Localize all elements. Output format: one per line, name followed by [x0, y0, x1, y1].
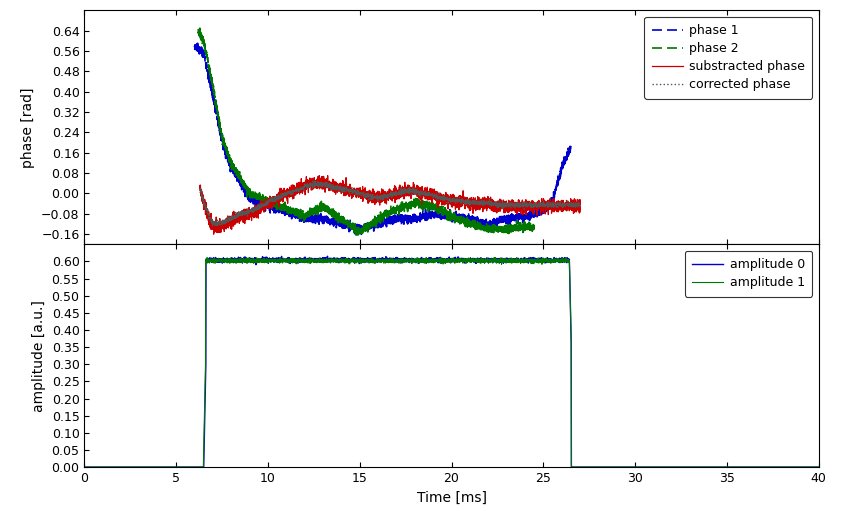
amplitude 0 [345, 258, 355, 265]
amplitude 1 [663, 464, 674, 470]
X-axis label: Time [ms]: Time [ms] [417, 490, 486, 504]
Legend: phase 1, phase 2, substracted phase, corrected phase: phase 1, phase 2, substracted phase, cor… [644, 17, 813, 99]
phase 1 [546, 200, 556, 206]
amplitude 0 [624, 464, 634, 470]
amplitude 1 [546, 257, 556, 264]
phase 1 [345, 227, 355, 234]
amplitude 1 [814, 464, 824, 470]
Y-axis label: phase [rad]: phase [rad] [21, 87, 35, 168]
Line: substracted phase: substracted phase [200, 175, 580, 234]
amplitude 0 [79, 464, 89, 470]
Line: phase 2: phase 2 [198, 28, 534, 235]
Y-axis label: amplitude [a.u.]: amplitude [a.u.] [32, 300, 46, 412]
Legend: amplitude 0, amplitude 1: amplitude 0, amplitude 1 [684, 251, 813, 296]
substracted phase [546, 198, 556, 204]
Line: amplitude 0: amplitude 0 [84, 256, 819, 467]
amplitude 0 [514, 257, 524, 263]
phase 2 [345, 225, 355, 231]
substracted phase [345, 184, 355, 190]
amplitude 0 [814, 464, 824, 470]
Line: phase 1: phase 1 [195, 43, 571, 235]
substracted phase [514, 197, 524, 203]
amplitude 1 [345, 257, 355, 264]
amplitude 0 [546, 256, 556, 262]
corrected phase [546, 202, 556, 209]
phase 2 [514, 220, 524, 226]
corrected phase [345, 189, 355, 195]
amplitude 1 [79, 464, 89, 470]
corrected phase [514, 201, 524, 208]
Line: corrected phase: corrected phase [200, 181, 580, 227]
amplitude 1 [557, 254, 567, 261]
amplitude 1 [624, 464, 634, 470]
amplitude 0 [322, 253, 333, 260]
Line: amplitude 1: amplitude 1 [84, 257, 819, 467]
amplitude 1 [514, 256, 524, 263]
amplitude 0 [663, 464, 674, 470]
amplitude 1 [116, 464, 127, 470]
phase 1 [514, 213, 524, 220]
amplitude 0 [116, 464, 127, 470]
